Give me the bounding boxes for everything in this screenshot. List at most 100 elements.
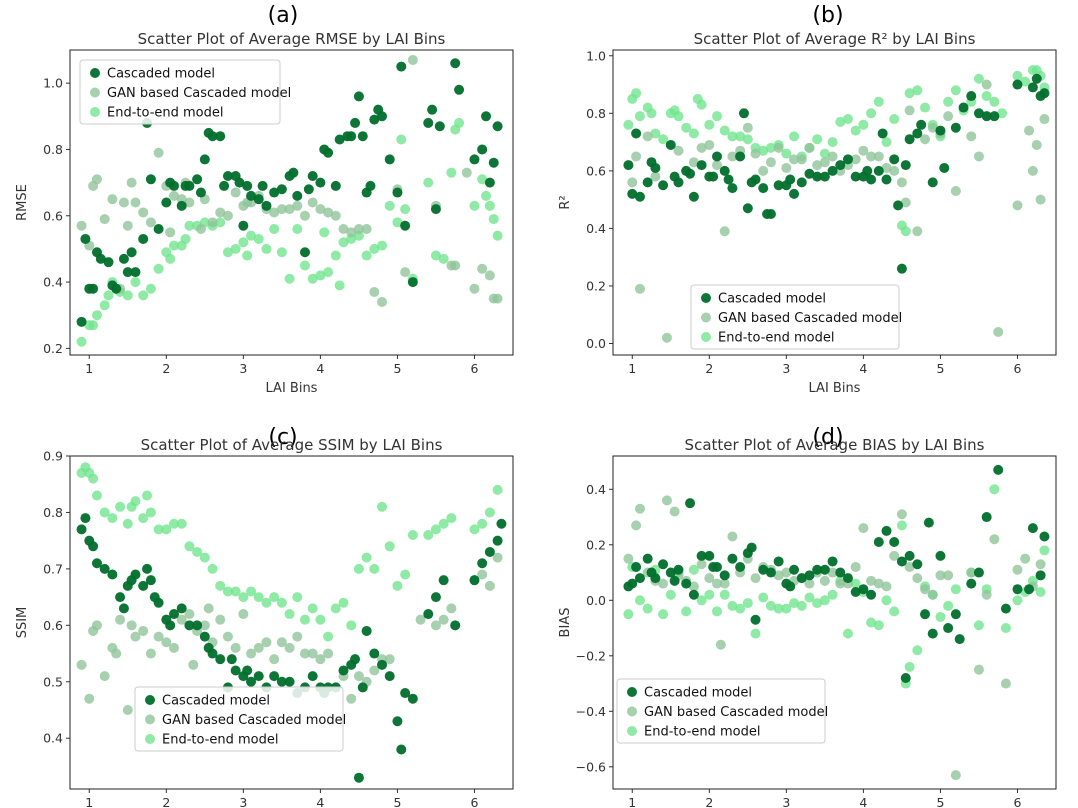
point-cascaded-model (346, 131, 357, 142)
point-cascaded-model (954, 634, 965, 645)
point-cascaded-model (1027, 82, 1038, 93)
point-cascaded-model (789, 188, 800, 199)
point-end-to-end-model (658, 134, 669, 145)
point-cascaded-model (269, 187, 280, 198)
point-cascaded-model (812, 171, 823, 182)
point-gan-based-cascaded-model (634, 283, 645, 294)
point-end-to-end-model (292, 224, 303, 235)
point-cascaded-model (257, 180, 268, 191)
point-cascaded-model (299, 247, 310, 258)
point-cascaded-model (88, 283, 99, 294)
point-end-to-end-model (642, 603, 653, 614)
point-gan-based-cascaded-model (276, 637, 287, 648)
point-cascaded-model (862, 165, 873, 176)
point-gan-based-cascaded-model (927, 122, 938, 133)
point-cascaded-model (176, 603, 187, 614)
point-end-to-end-model (973, 620, 984, 631)
point-gan-based-cascaded-model (631, 151, 642, 162)
point-cascaded-model (176, 200, 187, 211)
point-gan-based-cascaded-model (446, 603, 457, 614)
point-gan-based-cascaded-model (904, 562, 915, 572)
point-cascaded-model (88, 541, 99, 552)
point-gan-based-cascaded-model (912, 573, 923, 584)
point-cascaded-model (288, 167, 299, 178)
point-cascaded-model (477, 558, 488, 569)
point-end-to-end-model (122, 290, 133, 301)
point-cascaded-model (130, 267, 141, 278)
point-cascaded-model (631, 128, 642, 139)
point-end-to-end-model (484, 200, 495, 211)
point-cascaded-model (765, 209, 776, 220)
point-end-to-end-model (950, 584, 961, 595)
point-gan-based-cascaded-model (715, 639, 726, 650)
point-end-to-end-model (145, 507, 156, 518)
point-cascaded-model (627, 578, 638, 589)
point-gan-based-cascaded-model (927, 589, 938, 600)
point-cascaded-model (222, 170, 233, 181)
point-gan-based-cascaded-model (896, 509, 907, 520)
plot-frame (612, 49, 1057, 356)
y-tick-label: 1.0 (43, 76, 63, 91)
point-cascaded-model (842, 154, 853, 165)
point-gan-based-cascaded-model (222, 210, 233, 221)
point-gan-based-cascaded-model (115, 614, 126, 625)
point-end-to-end-model (184, 220, 195, 231)
point-end-to-end-model (122, 518, 133, 529)
point-cascaded-model (192, 174, 203, 185)
point-gan-based-cascaded-model (184, 609, 195, 620)
point-gan-based-cascaded-model (1027, 165, 1038, 176)
y-tick-label: −0.4 (576, 704, 606, 719)
point-end-to-end-model (222, 586, 233, 597)
point-gan-based-cascaded-model (353, 224, 364, 235)
point-end-to-end-model (292, 592, 303, 603)
panel-a: (a) Scatter Plot of Average RMSE by LAI B… (15, 3, 514, 396)
point-cascaded-model (400, 688, 411, 699)
point-cascaded-model (1024, 584, 1035, 595)
point-cascaded-model (927, 177, 938, 188)
point-cascaded-model (804, 168, 815, 179)
point-cascaded-model (873, 537, 884, 548)
point-gan-based-cascaded-model (91, 174, 102, 185)
point-gan-based-cascaded-model (230, 187, 241, 198)
point-gan-based-cascaded-model (122, 704, 133, 715)
point-cascaded-model (688, 589, 699, 600)
point-cascaded-model (858, 584, 869, 595)
plot-frame (69, 455, 514, 790)
point-gan-based-cascaded-model (169, 642, 180, 653)
point-end-to-end-model (997, 108, 1008, 119)
point-end-to-end-model (735, 131, 746, 142)
legend-label: GAN based Cascaded model (718, 311, 902, 326)
panel-b: (b) Scatter Plot of Average R² by LAI Bin… (558, 3, 1057, 396)
y-tick-label: 1.0 (586, 48, 606, 63)
point-end-to-end-model (896, 520, 907, 531)
point-cascaded-model (234, 177, 245, 188)
point-gan-based-cascaded-model (912, 226, 923, 237)
point-cascaded-model (153, 224, 164, 235)
point-gan-based-cascaded-model (292, 200, 303, 211)
point-end-to-end-model (765, 600, 776, 611)
point-gan-based-cascaded-model (269, 654, 280, 665)
point-gan-based-cascaded-model (696, 559, 707, 570)
point-end-to-end-model (307, 603, 318, 614)
point-end-to-end-model (850, 125, 861, 136)
point-end-to-end-model (423, 177, 434, 188)
point-end-to-end-model (377, 240, 388, 251)
point-gan-based-cascaded-model (623, 553, 634, 564)
point-cascaded-model (392, 187, 403, 198)
point-end-to-end-model (742, 134, 753, 145)
point-cascaded-model (746, 542, 757, 553)
x-tick-label: 1 (628, 361, 636, 376)
y-tick-label: 0.2 (586, 537, 606, 552)
chart-title: Scatter Plot of Average R² by LAI Bins (694, 30, 976, 48)
point-cascaded-model (400, 220, 411, 231)
point-cascaded-model (396, 61, 407, 72)
point-gan-based-cascaded-model (76, 659, 87, 670)
point-gan-based-cascaded-model (307, 648, 318, 659)
point-gan-based-cascaded-model (835, 578, 846, 589)
point-end-to-end-model (253, 233, 264, 244)
point-gan-based-cascaded-model (130, 631, 141, 642)
point-cascaded-model (727, 553, 738, 564)
point-gan-based-cascaded-model (719, 578, 730, 589)
point-cascaded-model (850, 586, 861, 597)
point-end-to-end-model (650, 128, 661, 139)
